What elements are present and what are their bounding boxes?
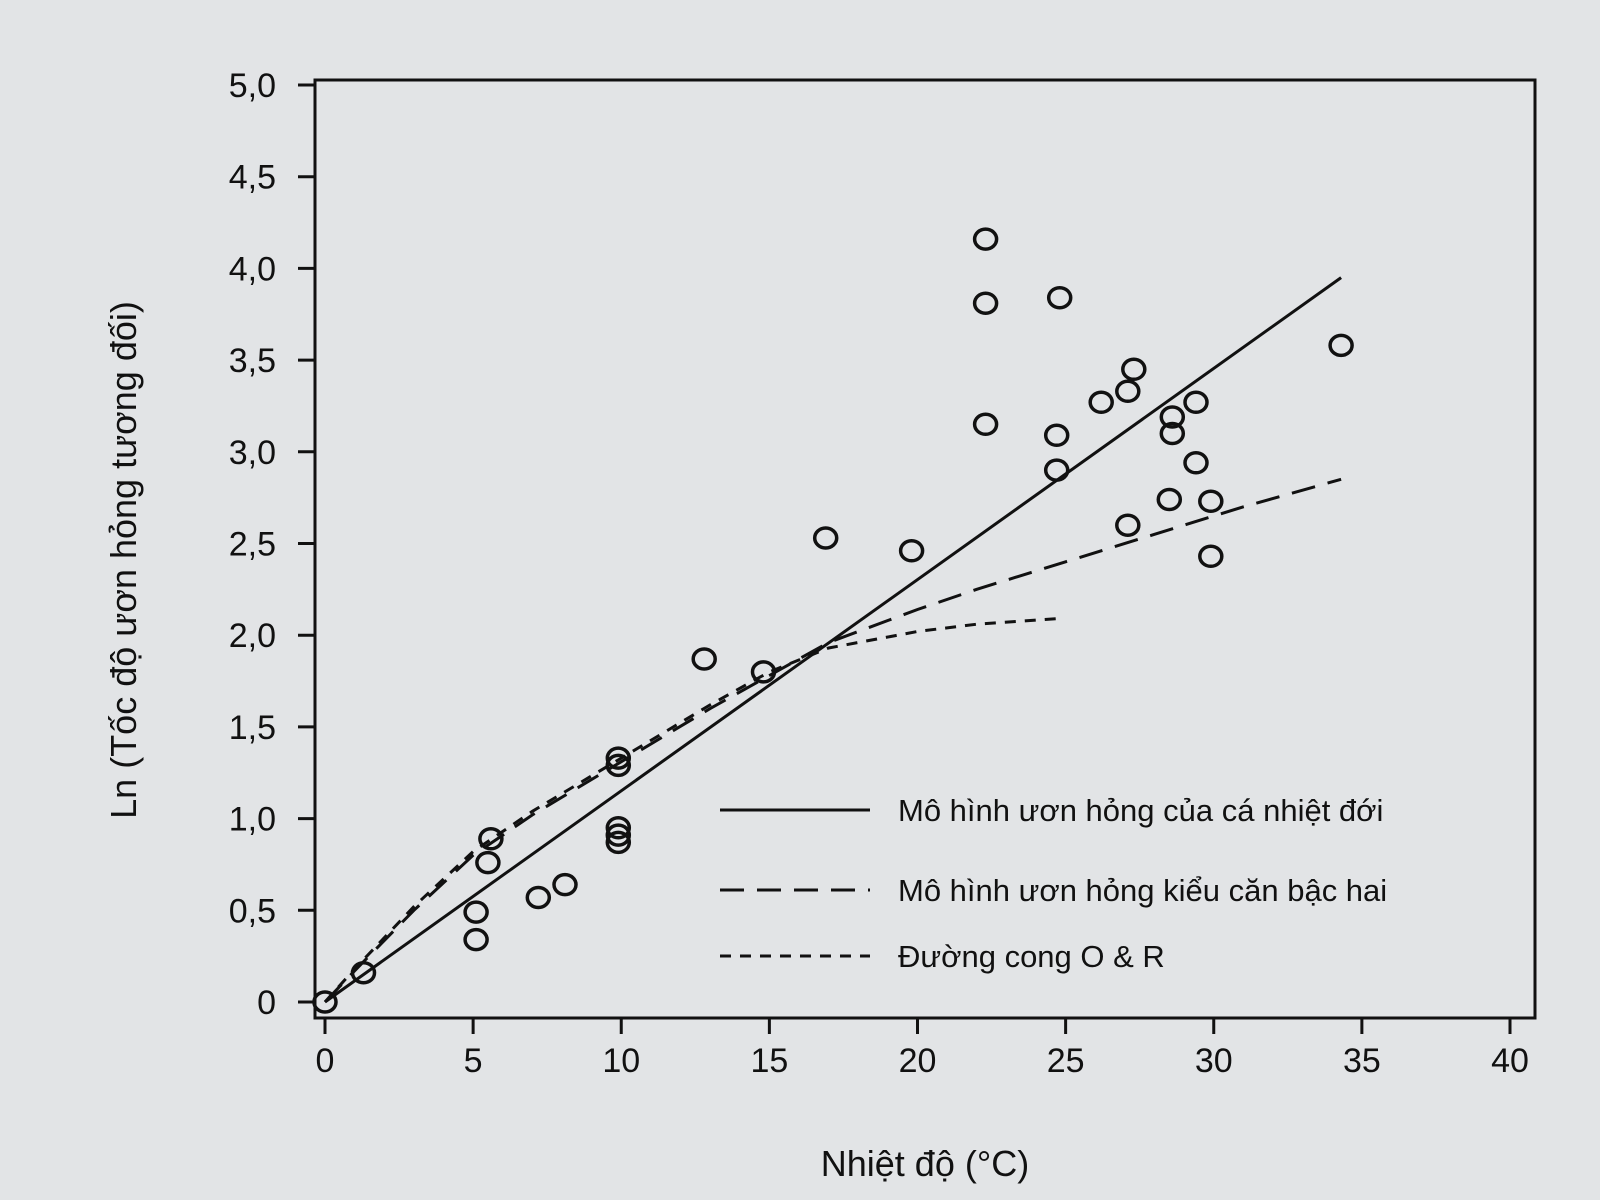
data-point bbox=[1088, 390, 1114, 415]
x-tick-label: 15 bbox=[750, 1042, 788, 1080]
data-point bbox=[1183, 451, 1209, 475]
data-point bbox=[1328, 333, 1354, 358]
data-point bbox=[1198, 489, 1224, 514]
data-point bbox=[350, 960, 377, 985]
data-point bbox=[1115, 513, 1141, 537]
data-point bbox=[1159, 405, 1186, 429]
tropical-model-line bbox=[324, 276, 1342, 1004]
data-point bbox=[552, 872, 578, 897]
data-point bbox=[605, 816, 632, 840]
legend-label-tropical-model: Mô hình ươn hỏng của cá nhiệt đới bbox=[898, 793, 1383, 828]
x-tick-label: 0 bbox=[316, 1042, 335, 1080]
x-tick-label: 30 bbox=[1195, 1042, 1233, 1080]
y-tick-label: 4,0 bbox=[229, 250, 276, 288]
data-point bbox=[525, 885, 552, 910]
legend-label-or-curve: Đường cong O & R bbox=[898, 939, 1165, 974]
data-point bbox=[475, 850, 501, 875]
y-axis-title: Ln (Tốc độ ươn hỏng tương đối) bbox=[103, 301, 144, 819]
y-tick-label: 2,5 bbox=[229, 526, 276, 564]
data-point bbox=[1043, 458, 1070, 482]
y-tick-label: 4,5 bbox=[229, 159, 276, 197]
data-point bbox=[972, 291, 999, 315]
y-tick-label: 0 bbox=[257, 984, 276, 1022]
data-point bbox=[972, 227, 999, 251]
y-tick-label: 0,5 bbox=[229, 892, 276, 930]
x-tick-label: 5 bbox=[464, 1042, 483, 1080]
series-lines bbox=[323, 276, 1342, 1004]
data-point bbox=[1156, 487, 1183, 512]
data-point bbox=[312, 990, 338, 1014]
data-point bbox=[605, 830, 632, 855]
legend: Mô hình ươn hỏng của cá nhiệt đới Mô hìn… bbox=[720, 793, 1387, 974]
data-point bbox=[691, 647, 717, 671]
data-point bbox=[898, 539, 925, 563]
legend-label-square-root-model: Mô hình ươn hỏng kiểu căn bậc hai bbox=[898, 873, 1387, 908]
data-point bbox=[972, 412, 999, 437]
x-tick-label: 20 bbox=[899, 1042, 937, 1080]
data-point bbox=[478, 827, 504, 851]
or-curve-line bbox=[323, 617, 1057, 1004]
y-tick-label: 2,0 bbox=[229, 617, 276, 655]
data-point bbox=[1043, 423, 1070, 448]
axis-ticks: 0 5 10 15 20 25 30 35 40 0 0,5 1,0 1,5 2,0 2,5 3,0 3,5 4,… bbox=[229, 67, 1529, 1080]
data-point bbox=[605, 753, 632, 778]
x-axis-title: Nhiệt độ (°C) bbox=[821, 1143, 1029, 1184]
y-tick-label: 5,0 bbox=[229, 67, 276, 105]
square-root-model-line bbox=[323, 477, 1342, 1004]
x-tick-label: 25 bbox=[1047, 1042, 1085, 1080]
x-tick-label: 40 bbox=[1491, 1042, 1529, 1080]
y-tick-label: 3,5 bbox=[229, 342, 276, 380]
data-point bbox=[1198, 544, 1224, 569]
data-point bbox=[750, 660, 777, 684]
y-tick-label: 1,0 bbox=[229, 801, 276, 839]
data-point bbox=[605, 823, 632, 847]
data-point bbox=[1159, 421, 1186, 446]
plot-frame bbox=[313, 78, 1537, 1020]
x-tick-label: 10 bbox=[602, 1042, 640, 1080]
x-tick-label: 35 bbox=[1343, 1042, 1381, 1080]
data-point bbox=[463, 900, 489, 924]
data-point bbox=[1046, 285, 1073, 310]
data-points bbox=[312, 227, 1354, 1014]
data-point bbox=[1183, 390, 1209, 415]
y-tick-label: 1,5 bbox=[229, 709, 276, 747]
data-point bbox=[605, 746, 632, 770]
data-point bbox=[463, 927, 489, 952]
data-point bbox=[1115, 379, 1141, 404]
data-point bbox=[1121, 357, 1147, 382]
data-point bbox=[812, 526, 839, 550]
y-tick-label: 3,0 bbox=[229, 434, 276, 472]
